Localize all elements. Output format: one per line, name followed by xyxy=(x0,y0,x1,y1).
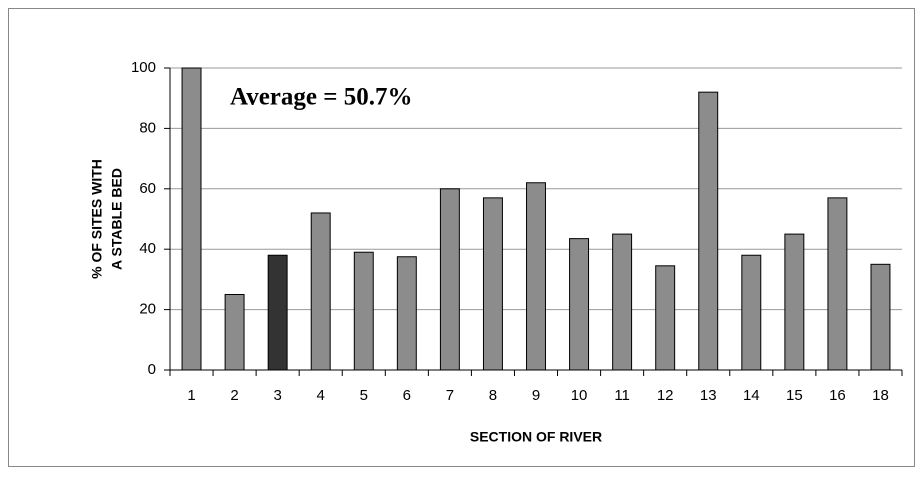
x-tick-label: 2 xyxy=(230,387,238,404)
bar xyxy=(224,294,245,371)
y-tick-label: 0 xyxy=(148,361,156,378)
y-tick-label: 100 xyxy=(131,59,156,76)
bar xyxy=(439,188,460,371)
x-tick-label: 4 xyxy=(317,387,325,404)
y-axis-title: A STABLE BED xyxy=(109,168,125,270)
x-tick-label: 1 xyxy=(187,387,195,404)
x-tick-label: 3 xyxy=(273,387,281,404)
chart-frame xyxy=(8,8,915,467)
x-tick-label: 14 xyxy=(743,387,760,404)
y-tick-label: 40 xyxy=(139,240,156,257)
bar xyxy=(827,197,848,371)
x-tick-label: 6 xyxy=(403,387,411,404)
x-tick-label: 5 xyxy=(360,387,368,404)
x-tick-label: 13 xyxy=(700,387,717,404)
bar xyxy=(482,197,503,371)
bar xyxy=(655,265,676,371)
bar xyxy=(310,212,331,371)
bar xyxy=(784,233,805,371)
x-tick-label: 15 xyxy=(786,387,803,404)
y-tick-label: 80 xyxy=(139,119,156,136)
bar xyxy=(612,233,633,371)
x-tick-label: 10 xyxy=(571,387,588,404)
bar xyxy=(181,67,202,371)
bar xyxy=(526,182,546,371)
x-tick-label: 8 xyxy=(489,387,497,404)
bar xyxy=(353,251,374,371)
x-axis-title: SECTION OF RIVER xyxy=(470,429,602,445)
bar xyxy=(569,238,590,371)
y-tick-label: 60 xyxy=(139,180,156,197)
x-tick-label: 11 xyxy=(614,387,630,404)
bar xyxy=(396,256,417,371)
bar xyxy=(267,254,288,371)
x-tick-label: 7 xyxy=(446,387,454,404)
x-tick-label: 12 xyxy=(657,387,674,404)
bar xyxy=(741,254,762,371)
annotation: Average = 50.7% xyxy=(230,84,412,111)
y-tick-label: 20 xyxy=(139,301,156,318)
x-tick-label: 16 xyxy=(829,387,846,404)
x-tick-label: 9 xyxy=(532,387,540,404)
bar xyxy=(870,263,891,371)
x-tick-label: 18 xyxy=(872,387,889,404)
y-axis-title: % OF SITES WITH xyxy=(89,159,105,279)
bar xyxy=(698,91,719,371)
